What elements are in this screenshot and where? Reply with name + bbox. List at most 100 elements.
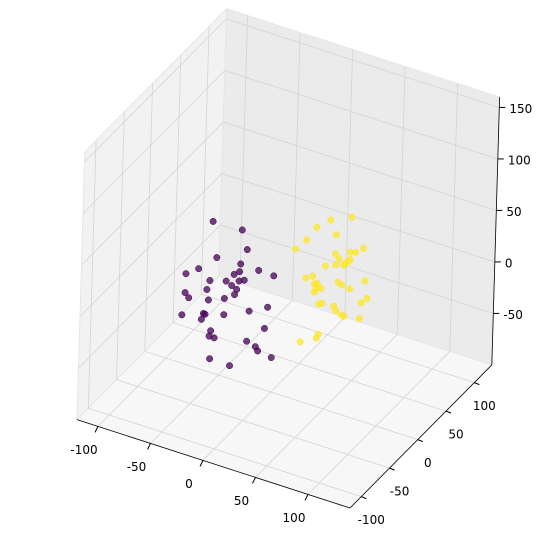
x-tick-label: 50 <box>234 494 249 508</box>
x-tick-label: -100 <box>70 443 97 457</box>
z-tick-label: 50 <box>506 205 521 219</box>
tick-mark <box>147 443 151 450</box>
point <box>220 295 228 302</box>
point <box>260 325 268 332</box>
tick-mark <box>361 496 367 500</box>
point <box>312 334 320 342</box>
tick-mark <box>199 460 204 467</box>
point <box>254 347 262 355</box>
point <box>255 267 263 274</box>
grid-line <box>150 300 293 444</box>
point <box>321 262 329 270</box>
grid-line <box>291 32 301 301</box>
point <box>245 307 253 315</box>
point <box>302 274 310 282</box>
point <box>361 277 369 285</box>
point <box>348 213 356 221</box>
point <box>209 217 217 225</box>
tick-mark <box>474 382 480 386</box>
point <box>228 282 236 289</box>
grid-line <box>255 334 398 478</box>
point <box>195 265 203 273</box>
point <box>197 315 205 323</box>
point <box>206 277 214 284</box>
point <box>206 355 214 363</box>
grid-line <box>172 54 182 323</box>
point <box>240 276 248 284</box>
point <box>213 254 221 262</box>
point <box>230 270 238 278</box>
point <box>181 289 189 297</box>
tick-mark <box>417 439 423 443</box>
point <box>238 226 246 234</box>
point <box>243 337 251 345</box>
grid-line <box>87 140 97 409</box>
point <box>317 284 325 292</box>
point <box>327 216 335 224</box>
point <box>178 311 186 319</box>
point <box>341 259 349 267</box>
point <box>355 315 363 323</box>
grid-line <box>144 350 418 440</box>
point <box>292 245 300 253</box>
grid-line <box>116 111 125 380</box>
point <box>220 311 228 319</box>
z-tick-label: 150 <box>509 102 532 116</box>
grid-line <box>344 49 354 318</box>
z-tick-label: 0 <box>505 256 513 270</box>
point <box>363 295 371 302</box>
point <box>267 354 275 361</box>
point <box>222 277 230 285</box>
point <box>237 260 245 268</box>
grid-line <box>202 317 346 461</box>
grid-line <box>81 121 224 266</box>
point <box>226 362 233 370</box>
point <box>210 334 218 342</box>
point <box>199 309 207 317</box>
point <box>330 302 338 310</box>
point <box>335 255 343 263</box>
y-axis-line <box>349 364 493 509</box>
grid-line <box>84 18 227 163</box>
z-tick-label: -50 <box>503 308 523 322</box>
point <box>313 223 321 231</box>
y-tick-label: -100 <box>358 513 385 527</box>
grid-line <box>449 83 459 352</box>
tick-mark <box>304 494 309 501</box>
point <box>204 296 212 304</box>
point <box>332 261 340 269</box>
tick-mark <box>445 410 452 414</box>
grid-line <box>220 224 494 314</box>
point <box>346 285 353 293</box>
grid-line <box>226 18 500 108</box>
tick-mark <box>252 477 256 484</box>
grid-line <box>239 15 249 284</box>
z-tick-label: 100 <box>508 153 531 167</box>
grid-line <box>224 70 498 160</box>
point <box>360 244 368 252</box>
grid-line <box>144 83 153 352</box>
grid-line <box>223 121 497 211</box>
point <box>185 294 193 302</box>
x-tick-label: -50 <box>127 460 147 474</box>
point <box>318 299 326 307</box>
point <box>236 268 244 276</box>
y-tick-label: -50 <box>390 485 410 499</box>
point <box>231 291 238 299</box>
grid-line <box>172 322 447 412</box>
grid-line <box>221 173 495 263</box>
grid-line <box>97 283 241 427</box>
point <box>332 231 340 239</box>
grid-line <box>79 173 223 317</box>
x-axis-line <box>76 419 351 509</box>
z-axis-line <box>491 97 501 365</box>
grid-line <box>116 379 390 469</box>
y-tick-label: 100 <box>473 399 496 413</box>
grid-line <box>82 70 226 214</box>
tick-mark <box>389 467 395 471</box>
x-tick-label: 100 <box>283 511 306 525</box>
y-tick-label: 50 <box>448 428 463 442</box>
point <box>203 286 211 293</box>
point <box>270 272 278 280</box>
